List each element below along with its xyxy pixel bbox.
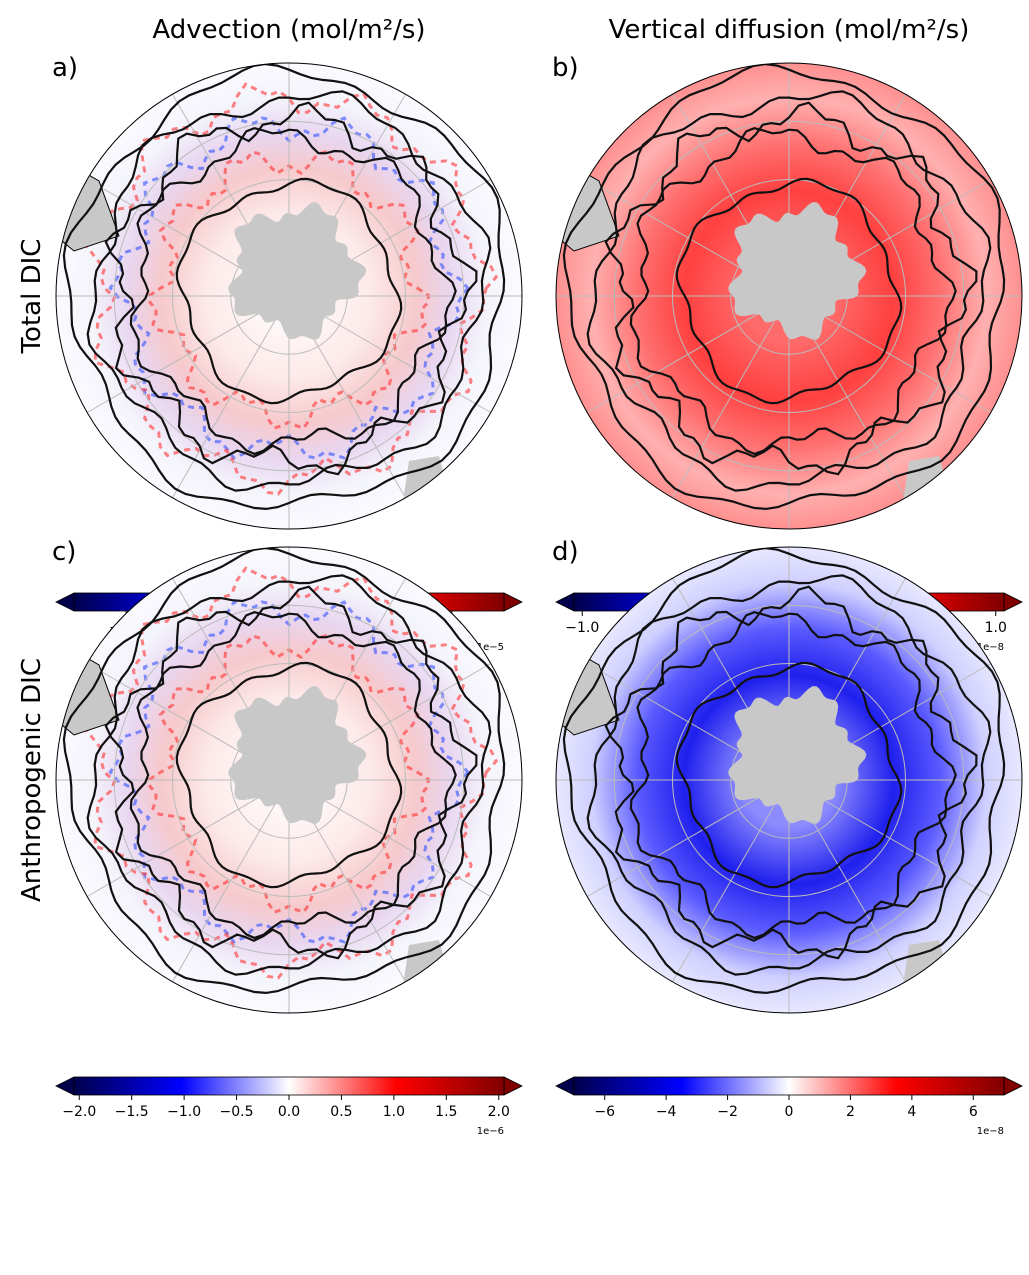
colorbar-tick-label: −1.5 — [115, 1104, 149, 1120]
panel-label: d) — [552, 537, 579, 567]
row-label: Total DIC — [17, 239, 47, 355]
panel-label: c) — [52, 537, 76, 567]
colorbar-extend — [556, 1077, 574, 1095]
map-field — [56, 547, 522, 1013]
colorbar-extend — [504, 1077, 522, 1095]
australia — [964, 456, 1022, 529]
colorbar-tick-label: 2.0 — [488, 1104, 510, 1120]
colorbar-tick-label: 4 — [907, 1104, 916, 1120]
colorbar-offset: 1e−8 — [977, 1126, 1004, 1137]
colorbar-tick-label: −2.0 — [62, 1104, 96, 1120]
australia — [464, 456, 522, 529]
colorbar-tick-label: −4 — [656, 1104, 677, 1120]
map-field — [56, 63, 522, 529]
colorbar-tick-label: 6 — [969, 1104, 978, 1120]
colorbar-tick-label: −6 — [594, 1104, 615, 1120]
map-field — [556, 63, 1022, 529]
colorbar-tick-label: 1.0 — [985, 620, 1007, 636]
panel-label: a) — [52, 53, 78, 83]
colorbar-tick-label: 2 — [846, 1104, 855, 1120]
australia — [964, 940, 1022, 1013]
map-panel — [556, 547, 1022, 1013]
panel-label: b) — [552, 53, 579, 83]
colorbar-extend — [56, 593, 74, 611]
colorbar-tick-label: 1.5 — [435, 1104, 457, 1120]
colorbar — [74, 1077, 504, 1095]
colorbar-offset: 1e−6 — [477, 1126, 504, 1137]
colorbar-extend — [556, 593, 574, 611]
colorbar-tick-label: −1.0 — [565, 620, 599, 636]
colorbar-extend — [1004, 1077, 1022, 1095]
colorbar-extend — [504, 593, 522, 611]
map-panel — [556, 63, 1022, 529]
map-panel — [56, 547, 522, 1013]
colorbar-tick-label: 0.0 — [278, 1104, 300, 1120]
column-title: Vertical diffusion (mol/m²/s) — [609, 15, 970, 45]
colorbar-tick-label: −2 — [717, 1104, 738, 1120]
australia — [464, 940, 522, 1013]
colorbar-tick-label: −1.0 — [167, 1104, 201, 1120]
column-title: Advection (mol/m²/s) — [152, 15, 425, 45]
row-label: Anthropogenic DIC — [17, 658, 47, 902]
colorbar — [574, 1077, 1004, 1095]
colorbar-tick-label: −0.5 — [220, 1104, 254, 1120]
colorbar-extend — [1004, 593, 1022, 611]
map-field — [556, 547, 1022, 1013]
map-panel — [56, 63, 522, 529]
colorbar-extend — [56, 1077, 74, 1095]
colorbar-tick-label: 1.0 — [383, 1104, 405, 1120]
colorbar-tick-label: 0 — [785, 1104, 794, 1120]
figure: Advection (mol/m²/s) Vertical diffusion (… — [0, 0, 1029, 1271]
colorbar-tick-label: 0.5 — [330, 1104, 352, 1120]
